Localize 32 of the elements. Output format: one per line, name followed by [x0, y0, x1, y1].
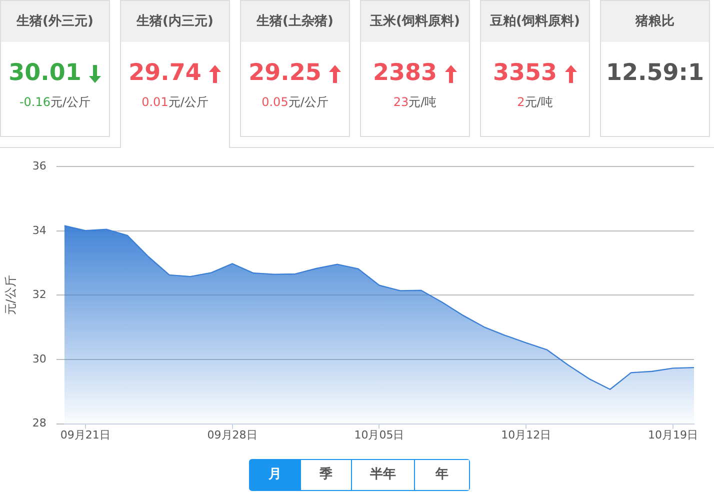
y-tick-label: 28: [32, 416, 46, 430]
text: 29.74: [128, 60, 202, 86]
text: 生猪(内三元): [121, 1, 229, 42]
category-label: 半年: [351, 460, 414, 490]
y-tick-label: 30: [32, 352, 46, 366]
text: 2元/吨: [517, 95, 553, 109]
x-tick-label: 09月21日: [60, 428, 110, 442]
y-axis-title: 元/公斤: [3, 275, 18, 316]
text: 豆粕(饲料原料): [481, 1, 589, 42]
text: 30.01: [8, 60, 82, 86]
category-label: 月: [250, 460, 300, 490]
text: -0.16元/公斤: [19, 95, 91, 109]
x-tick-label: 10月19日: [648, 428, 698, 442]
x-tick-label: 10月05日: [354, 428, 404, 442]
text: 玉米(饲料原料): [361, 1, 469, 42]
y-tick-label: 32: [32, 288, 46, 302]
text: 2383: [372, 60, 437, 86]
text: 生猪(土杂猪): [241, 1, 349, 42]
x-tick-label: 10月12日: [501, 428, 552, 442]
text: 0.05元/公斤: [262, 95, 328, 109]
category-label: 年: [414, 460, 469, 490]
category-label: 季: [300, 460, 351, 490]
text: 猪粮比: [601, 1, 709, 42]
x-tick-label: 09月28日: [207, 428, 258, 442]
text: 3353: [492, 60, 557, 86]
text: 29.25: [248, 60, 322, 86]
text: 0.01元/公斤: [142, 95, 208, 109]
y-tick-label: 36: [32, 159, 46, 172]
y-tick-label: 34: [32, 224, 46, 237]
text: 23元/吨: [393, 95, 437, 109]
text: 12.59:1: [606, 60, 704, 86]
text: 生猪(外三元): [1, 1, 109, 42]
